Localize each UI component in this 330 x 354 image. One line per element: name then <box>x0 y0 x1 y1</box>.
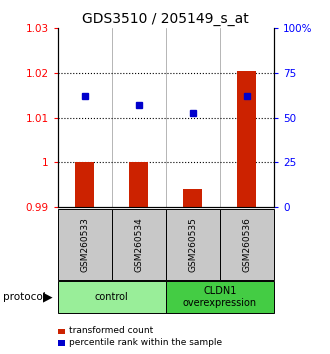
Text: CLDN1
overexpression: CLDN1 overexpression <box>183 286 257 308</box>
Text: GSM260534: GSM260534 <box>134 217 143 272</box>
Bar <box>75 161 94 207</box>
Text: GSM260536: GSM260536 <box>242 217 251 272</box>
Text: GSM260533: GSM260533 <box>80 217 89 272</box>
Text: GDS3510 / 205149_s_at: GDS3510 / 205149_s_at <box>82 12 248 27</box>
Text: percentile rank within the sample: percentile rank within the sample <box>69 338 222 347</box>
Bar <box>183 189 202 207</box>
Text: control: control <box>95 292 129 302</box>
Bar <box>237 71 256 207</box>
Text: protocol: protocol <box>3 292 46 302</box>
Text: transformed count: transformed count <box>69 326 153 336</box>
Text: ▶: ▶ <box>43 291 53 303</box>
Bar <box>129 161 148 207</box>
Text: GSM260535: GSM260535 <box>188 217 197 272</box>
